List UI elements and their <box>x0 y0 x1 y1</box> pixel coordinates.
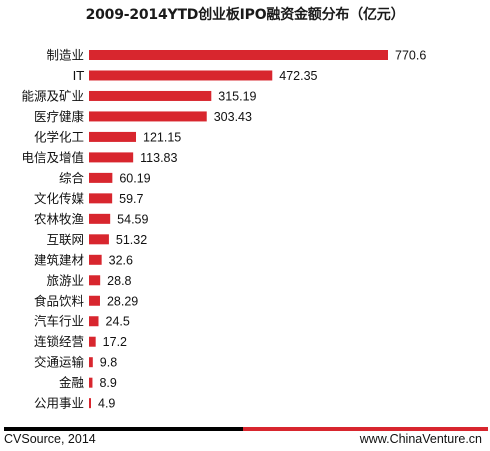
bar <box>89 398 91 409</box>
bar <box>89 234 109 245</box>
bar <box>89 336 96 347</box>
bar <box>89 152 134 163</box>
bar <box>89 50 388 60</box>
category-label: 文化传媒 <box>34 191 85 206</box>
bar <box>89 295 100 306</box>
bar <box>89 357 93 368</box>
value-label: 60.19 <box>119 171 150 185</box>
bar <box>89 111 207 122</box>
value-label: 54.59 <box>117 212 148 226</box>
value-label: 59.7 <box>119 192 143 206</box>
value-label: 32.6 <box>109 253 133 267</box>
value-label: 315.19 <box>218 89 256 103</box>
category-label: 旅游业 <box>46 273 84 288</box>
bar <box>89 131 137 142</box>
value-label: 51.32 <box>116 233 147 247</box>
category-label: 交通运输 <box>34 355 85 370</box>
category-label: 汽车行业 <box>34 314 84 329</box>
chart-title: 2009-2014YTD创业板IPO融资金额分布（亿元） <box>85 7 405 23</box>
category-label: 食品饮料 <box>34 293 85 308</box>
category-label: 连锁经营 <box>34 334 84 349</box>
bar <box>89 377 93 388</box>
value-label: 17.2 <box>103 335 127 349</box>
category-label: IT <box>73 68 85 83</box>
category-label: 金融 <box>59 375 85 390</box>
bar <box>89 316 99 327</box>
bar <box>89 172 113 183</box>
website-url: www.ChinaVenture.cn <box>359 432 482 446</box>
value-label: 121.15 <box>143 130 181 144</box>
category-label: 化学化工 <box>34 129 84 144</box>
source-note: CVSource, 2014 <box>4 432 96 446</box>
bar <box>89 90 212 101</box>
value-label: 9.8 <box>100 356 117 370</box>
category-label: 制造业 <box>46 48 84 63</box>
value-label: 28.29 <box>107 294 138 308</box>
category-label: 电信及增值 <box>21 150 84 165</box>
value-label: 472.35 <box>279 69 317 83</box>
value-label: 4.9 <box>98 397 115 411</box>
value-label: 8.9 <box>99 376 116 390</box>
footer-divider <box>4 427 488 431</box>
category-label: 建筑建材 <box>34 252 84 267</box>
value-label: 28.8 <box>107 274 131 288</box>
value-label: 770.6 <box>395 49 426 63</box>
category-label: 综合 <box>59 170 85 185</box>
bar <box>89 70 273 81</box>
category-label: 医疗健康 <box>34 109 85 124</box>
value-label: 303.43 <box>214 110 252 124</box>
category-label: 农林牧渔 <box>34 211 84 226</box>
bar <box>89 213 111 224</box>
bar <box>89 275 101 286</box>
bar-chart: 制造业 770.6 IT 472.35 能源及矿业 315.19 医疗健康 303.43 化学化… <box>21 48 426 411</box>
value-label: 24.5 <box>106 315 130 329</box>
bar <box>89 254 102 265</box>
category-label: 互联网 <box>46 232 84 247</box>
category-label: 公用事业 <box>34 396 84 411</box>
bar <box>89 193 113 204</box>
value-label: 113.83 <box>140 151 177 165</box>
category-label: 能源及矿业 <box>21 88 84 103</box>
